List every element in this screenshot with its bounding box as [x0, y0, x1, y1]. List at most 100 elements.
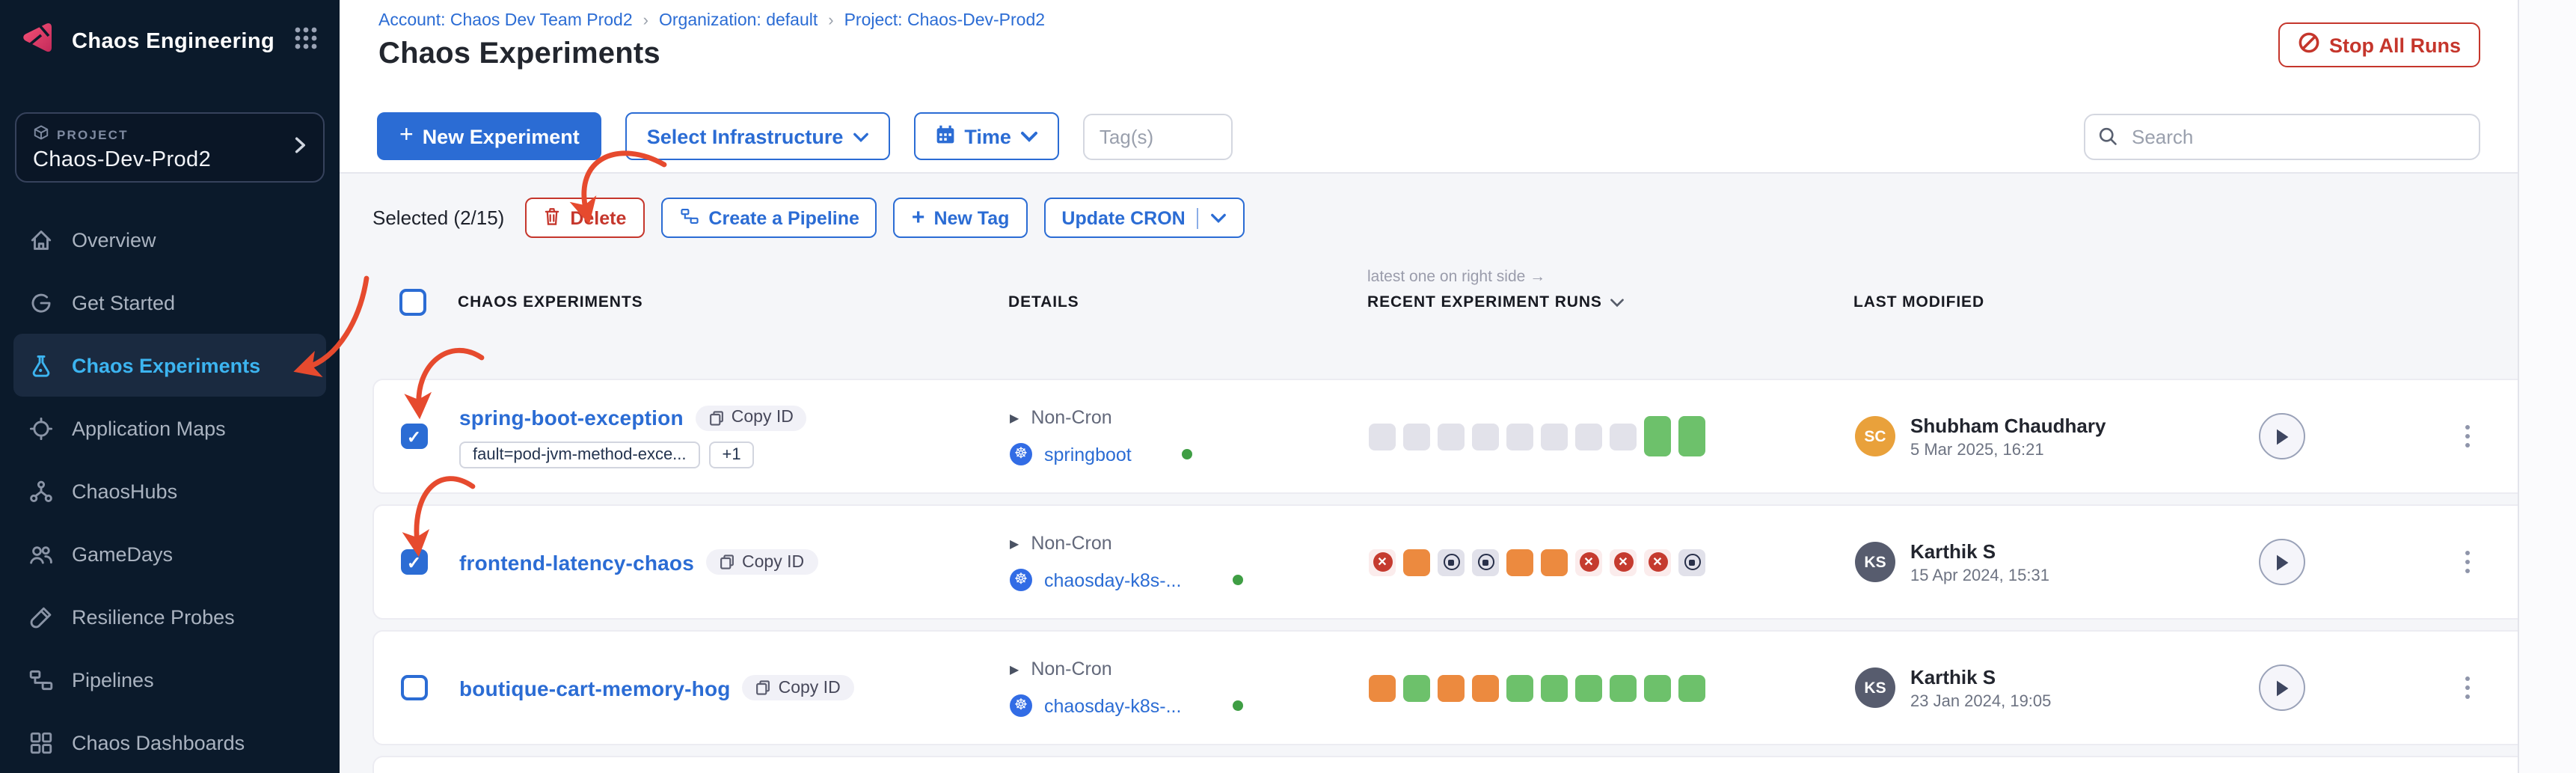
run-status-green-square[interactable]	[1541, 674, 1568, 701]
sidebar-item-overview[interactable]: Overview	[13, 208, 326, 271]
search-input[interactable]	[2084, 113, 2480, 160]
run-status-failed-square[interactable]: ✕	[1369, 549, 1396, 575]
experiment-name-link[interactable]: spring-boot-exception	[459, 406, 684, 430]
new-experiment-button[interactable]: + New Experiment	[377, 112, 602, 161]
run-status-green-square[interactable]	[1403, 674, 1430, 701]
row-menu-button[interactable]	[2459, 419, 2477, 454]
tags-filter-input[interactable]	[1082, 113, 1233, 160]
run-experiment-button[interactable]	[2259, 539, 2305, 585]
update-cron-button[interactable]: Update CRON	[1043, 198, 1245, 238]
run-status-gray-square[interactable]	[1472, 423, 1499, 450]
infrastructure-link[interactable]: springboot	[1044, 444, 1132, 465]
run-status-gray-square[interactable]	[1610, 423, 1637, 450]
run-status-stopped-square[interactable]	[1438, 549, 1465, 575]
run-status-failed-square[interactable]: ✕	[1575, 549, 1602, 575]
home-icon	[28, 227, 54, 252]
row-checkbox[interactable]	[401, 674, 427, 701]
select-all-checkbox[interactable]	[399, 289, 426, 316]
schedule-line[interactable]: ▶ Non-Cron	[1010, 533, 1369, 554]
sidebar-item-chaos-dashboards[interactable]: Chaos Dashboards	[13, 711, 326, 773]
row-menu-button[interactable]	[2459, 545, 2477, 580]
breadcrumb: Account: Chaos Dev Team Prod2 › Organizati…	[378, 12, 1045, 30]
breadcrumb-link[interactable]: Organization: default	[659, 12, 818, 30]
sidebar: Chaos Engineering PROJECT	[0, 0, 340, 773]
modified-by-name: Shubham Chaudhary	[1910, 414, 2106, 436]
run-status-green-square[interactable]	[1644, 416, 1671, 456]
copy-id-button[interactable]: Copy ID	[695, 405, 807, 430]
expand-caret-icon[interactable]: ▶	[1010, 411, 1019, 424]
experiment-name-link[interactable]: frontend-latency-chaos	[459, 550, 694, 574]
experiment-cell: frontend-latency-chaos Copy ID	[459, 549, 1010, 575]
run-status-gray-square[interactable]	[1403, 423, 1430, 450]
run-status-stopped-square[interactable]	[1678, 549, 1705, 575]
more-tags-pill[interactable]: +1	[708, 441, 755, 468]
run-status-failed-square[interactable]: ✕	[1644, 549, 1671, 575]
create-pipeline-button[interactable]: Create a Pipeline	[660, 198, 877, 238]
run-status-stopped-square[interactable]	[1472, 549, 1499, 575]
copy-id-label: Copy ID	[742, 553, 805, 571]
row-checkbox[interactable]: ✓	[401, 423, 427, 450]
infrastructure-link[interactable]: chaosday-k8s-...	[1044, 695, 1182, 716]
run-status-gray-square[interactable]	[1575, 423, 1602, 450]
tag-pill[interactable]: fault=pod-jvm-method-exce...	[459, 441, 700, 468]
run-status-orange-square[interactable]	[1506, 549, 1533, 575]
run-status-gray-square[interactable]	[1438, 423, 1465, 450]
column-header-runs[interactable]: latest one on right side → RECENT EXPERI…	[1367, 268, 1853, 311]
expand-caret-icon[interactable]: ▶	[1010, 537, 1019, 550]
run-status-orange-square[interactable]	[1438, 674, 1465, 701]
details-cell: ▶ Non-Cron ☸ chaosday-k8s-...	[1010, 659, 1369, 717]
run-status-gray-square[interactable]	[1506, 423, 1533, 450]
run-status-orange-square[interactable]	[1472, 674, 1499, 701]
schedule-type: Non-Cron	[1031, 533, 1112, 554]
run-status-green-square[interactable]	[1506, 674, 1533, 701]
run-status-green-square[interactable]	[1644, 674, 1671, 701]
project-selector[interactable]: PROJECT Chaos-Dev-Prod2	[15, 112, 325, 183]
scrollbar-gutter[interactable]	[2518, 0, 2576, 773]
copy-icon	[720, 554, 734, 569]
run-status-gray-square[interactable]	[1369, 423, 1396, 450]
next-row-partial	[372, 756, 2540, 773]
copy-id-button[interactable]: Copy ID	[742, 675, 854, 700]
sidebar-item-chaoshubs[interactable]: ChaosHubs	[13, 459, 326, 522]
run-status-gray-square[interactable]	[1541, 423, 1568, 450]
run-status-green-square[interactable]	[1575, 674, 1602, 701]
breadcrumb-link[interactable]: Account: Chaos Dev Team Prod2	[378, 12, 633, 30]
infrastructure-link[interactable]: chaosday-k8s-...	[1044, 569, 1182, 590]
apps-grid-icon[interactable]	[293, 25, 319, 58]
run-status-green-square[interactable]	[1678, 416, 1705, 456]
checkbox-cell: ✓	[401, 549, 459, 575]
schedule-line[interactable]: ▶ Non-Cron	[1010, 407, 1369, 428]
sidebar-item-resilience-probes[interactable]: Resilience Probes	[13, 585, 326, 648]
sidebar-item-label: Overview	[72, 228, 156, 251]
sidebar-item-get-started[interactable]: Get Started	[13, 271, 326, 334]
run-experiment-button[interactable]	[2259, 413, 2305, 459]
run-status-green-square[interactable]	[1610, 674, 1637, 701]
sidebar-item-gamedays[interactable]: GameDays	[13, 522, 326, 585]
infra-status-dot	[1232, 575, 1243, 585]
experiment-name-link[interactable]: boutique-cart-memory-hog	[459, 676, 731, 700]
run-status-failed-square[interactable]: ✕	[1610, 549, 1637, 575]
kubernetes-icon: ☸	[1010, 569, 1032, 591]
expand-caret-icon[interactable]: ▶	[1010, 662, 1019, 676]
breadcrumb-link[interactable]: Project: Chaos-Dev-Prod2	[844, 12, 1046, 30]
run-status-orange-square[interactable]	[1403, 549, 1430, 575]
copy-id-button[interactable]: Copy ID	[706, 549, 818, 575]
sidebar-item-application-maps[interactable]: Application Maps	[13, 397, 326, 459]
select-infrastructure-dropdown[interactable]: Select Infrastructure	[625, 112, 890, 161]
sidebar-item-pipelines[interactable]: Pipelines	[13, 648, 326, 711]
run-experiment-button[interactable]	[2259, 664, 2305, 711]
stop-all-runs-button[interactable]: Stop All Runs	[2278, 22, 2480, 67]
time-filter-dropdown[interactable]: Time	[913, 112, 1059, 161]
schedule-line[interactable]: ▶ Non-Cron	[1010, 659, 1369, 679]
kubernetes-icon: ☸	[1010, 694, 1032, 717]
sidebar-item-chaos-experiments[interactable]: Chaos Experiments	[13, 334, 326, 397]
run-status-green-square[interactable]	[1678, 674, 1705, 701]
new-tag-button[interactable]: + New Tag	[893, 198, 1028, 238]
row-menu-button[interactable]	[2459, 670, 2477, 706]
run-status-orange-square[interactable]	[1369, 674, 1396, 701]
row-checkbox[interactable]: ✓	[401, 549, 427, 575]
users-icon	[28, 541, 54, 566]
run-status-orange-square[interactable]	[1541, 549, 1568, 575]
delete-button[interactable]: Delete	[525, 198, 645, 238]
